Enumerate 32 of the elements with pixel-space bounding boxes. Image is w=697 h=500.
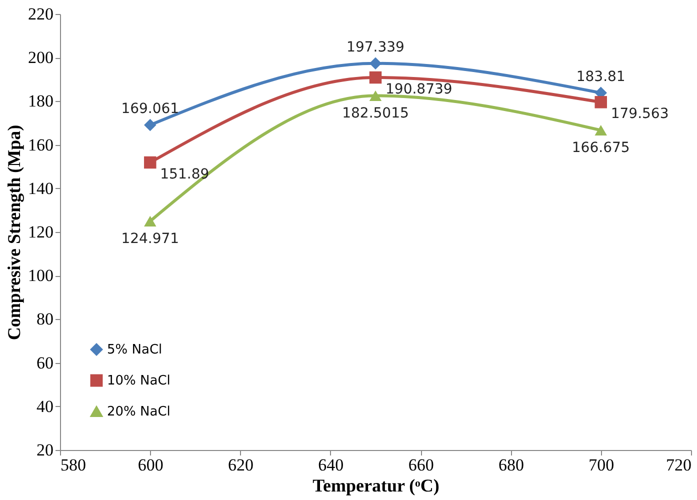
y-tick-label: 60 bbox=[36, 353, 54, 372]
data-label: 197.339 bbox=[346, 39, 404, 56]
y-tick-label: 180 bbox=[28, 92, 54, 111]
x-tick-label: 620 bbox=[228, 456, 254, 474]
legend-label: 5% NaCl bbox=[107, 342, 162, 358]
y-tick-label: 220 bbox=[28, 4, 54, 24]
data-label: 183.81 bbox=[576, 68, 626, 85]
x-tick-label: 580 bbox=[60, 456, 86, 474]
y-tick-label: 120 bbox=[28, 222, 54, 242]
y-tick-label: 40 bbox=[36, 396, 54, 416]
data-label: 190.8739 bbox=[386, 81, 452, 98]
y-tick-label: 80 bbox=[36, 310, 54, 329]
x-tick-label: 720 bbox=[666, 456, 692, 474]
y-tick-label: 20 bbox=[36, 440, 54, 460]
legend-label: 10% NaCl bbox=[107, 374, 170, 388]
y-tick-label: 100 bbox=[28, 266, 54, 286]
x-tick-label: 640 bbox=[318, 456, 344, 474]
data-label: 124.971 bbox=[121, 231, 180, 248]
x-tick-label: 600 bbox=[138, 456, 164, 474]
legend-label: 20% NaCl bbox=[107, 404, 170, 420]
data-label: 169.061 bbox=[121, 101, 180, 118]
data-label: 182.5015 bbox=[342, 106, 409, 122]
y-tick-label: 200 bbox=[28, 48, 54, 68]
x-tick-label: 660 bbox=[408, 456, 434, 474]
x-axis-title: Temperatur (ᵒC) bbox=[312, 476, 440, 496]
data-label: 166.675 bbox=[572, 140, 630, 156]
x-tick-label: 700 bbox=[588, 456, 614, 474]
x-tick-label: 680 bbox=[498, 456, 524, 474]
y-axis-title: Compresive Strength (Mpa) bbox=[4, 124, 24, 340]
data-label: 179.563 bbox=[610, 106, 669, 122]
y-tick-label: 140 bbox=[28, 178, 54, 198]
y-tick-label: 160 bbox=[28, 135, 54, 154]
